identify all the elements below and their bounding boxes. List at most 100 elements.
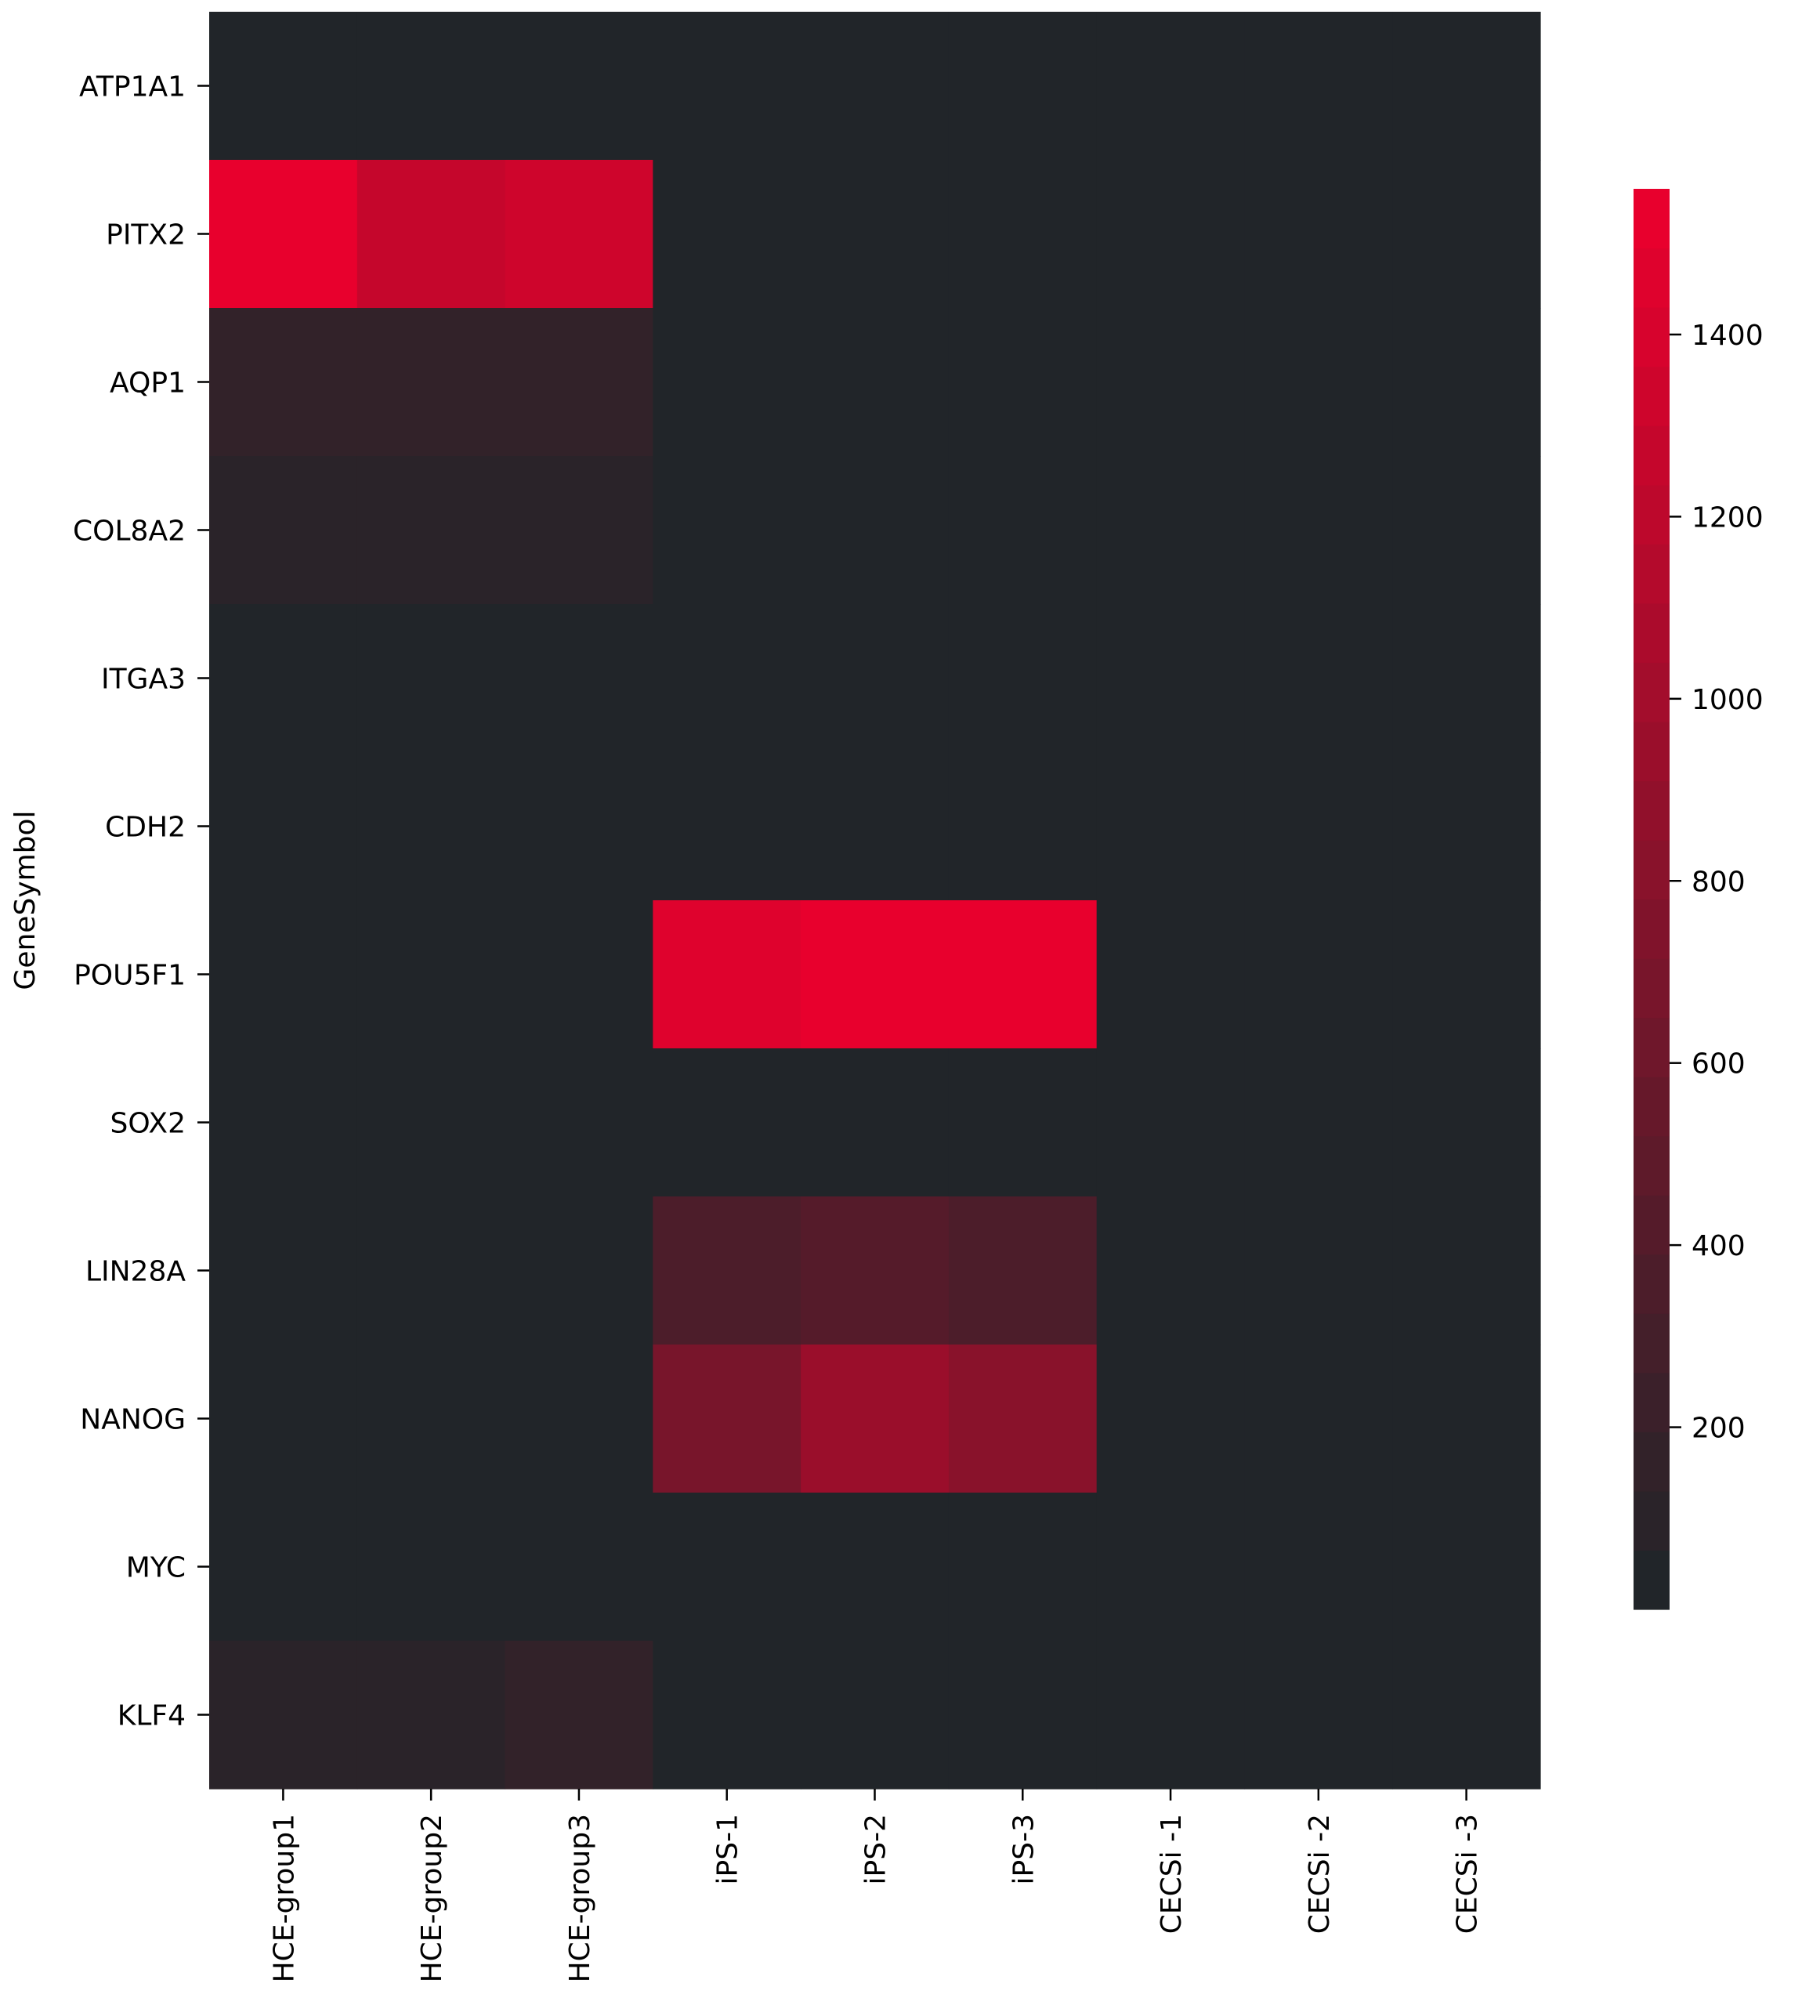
heatmap-cell [1244,604,1393,753]
heatmap-cell [948,308,1098,457]
heatmap-cell [653,1493,801,1641]
y-tick-label: SOX2 [110,1108,186,1140]
y-tick-label: POU5F1 [74,960,186,992]
heatmap-cell [801,752,950,901]
heatmap-cell [1244,308,1393,457]
heatmap-cell [209,308,358,457]
colorbar-tick-label: 800 [1692,866,1746,898]
heatmap-cell [948,12,1098,161]
heatmap-cell [1392,1196,1541,1345]
heatmap-cell [209,1048,358,1197]
heatmap-cell [653,752,801,901]
heatmap-cell [801,456,950,605]
heatmap-cell [1244,1345,1393,1493]
colorbar-band [1634,780,1670,841]
heatmap-cell [1096,160,1246,309]
colorbar-band [1634,1490,1670,1551]
heatmap-cell [356,604,506,753]
heatmap-cell [1244,752,1393,901]
heatmap-cell [1392,752,1541,901]
heatmap-cell [948,456,1098,605]
heatmap-cell [356,1493,506,1641]
heatmap-cell [1392,1641,1541,1790]
heatmap-cell [505,752,653,901]
heatmap-cell [1392,1048,1541,1197]
heatmap-cell [948,1196,1098,1345]
colorbar-tick-label: 600 [1692,1048,1746,1080]
x-tick-label: iPS-3 [1008,1814,1040,1884]
colorbar-band [1634,958,1670,1019]
heatmap-cell [1244,1196,1393,1345]
heatmap-cell [1392,160,1541,309]
heatmap-cell [801,1493,950,1641]
heatmap-cell [801,1345,950,1493]
heatmap-cell [653,1048,801,1197]
x-axis: HCE-group1 HCE-group2 HCE-group3 iPS-1 iPS-2… [268,1789,1484,1982]
heatmap-cell [1392,456,1541,605]
heatmap-cell [356,1641,506,1790]
heatmap-cell [948,1641,1098,1790]
heatmap-cell [1096,752,1246,901]
colorbar-tick-label: 1000 [1692,684,1764,716]
heatmap-cell [801,12,950,161]
heatmap-cell [505,1048,653,1197]
heatmap-cell [1244,456,1393,605]
heatmap-cell [653,1196,801,1345]
colorbar-band [1634,1372,1670,1432]
heatmap-cell [801,1196,950,1345]
heatmap-cell [801,1641,950,1790]
heatmap-cell [948,752,1098,901]
heatmap-cell [1096,456,1246,605]
heatmap-cell [209,1196,358,1345]
x-tick-label: CECSi -1 [1156,1814,1188,1934]
y-axis-label: GeneSymbol [9,810,42,990]
colorbar-band [1634,1077,1670,1137]
x-tick-label: iPS-1 [712,1814,744,1884]
heatmap-cell [1244,1048,1393,1197]
y-tick-label: NANOG [80,1404,186,1436]
colorbar-band [1634,839,1670,900]
heatmap-cell [1096,308,1246,457]
y-tick-label: CDH2 [105,812,186,844]
colorbar-band [1634,1254,1670,1314]
heatmap-cell [356,900,506,1049]
heatmap-cell [1392,1345,1541,1493]
heatmap-cell [356,1345,506,1493]
heatmap-cell [948,604,1098,753]
y-tick-label: AQP1 [110,367,186,400]
x-tick-label: HCE-group1 [268,1814,300,1982]
colorbar-tick-label: 1400 [1692,320,1764,352]
y-tick-label: KLF4 [118,1700,186,1732]
heatmap-cell [505,900,653,1049]
y-tick-label: ITGA3 [101,664,186,696]
heatmap-cell [653,456,801,605]
colorbar-band [1634,1431,1670,1492]
heatmap-cell [653,12,801,161]
heatmap-cells [209,12,1541,1790]
heatmap-cell [356,12,506,161]
heatmap-cell [653,604,801,753]
heatmap-cell [1096,900,1246,1049]
colorbar-band [1634,307,1670,367]
heatmap-cell [505,604,653,753]
colorbar: 200 400 600 800 1000 1200 1400 [1634,189,1764,1610]
heatmap-cell [1392,12,1541,161]
y-tick-label: LIN28A [85,1256,186,1288]
heatmap-cell [653,1345,801,1493]
heatmap-cell [653,160,801,309]
y-tick-label: COL8A2 [73,516,186,548]
heatmap-cell [356,1048,506,1197]
heatmap-cell [209,1641,358,1790]
heatmap-cell [209,604,358,753]
heatmap-cell [801,1048,950,1197]
colorbar-band [1634,189,1670,249]
heatmap-cell [1244,1641,1393,1790]
heatmap-cell [948,160,1098,309]
colorbar-band [1634,662,1670,722]
heatmap-cell [209,1345,358,1493]
colorbar-band [1634,1135,1670,1196]
y-tick-label: PITX2 [106,219,186,252]
heatmap-cell [356,456,506,605]
colorbar-band [1634,1017,1670,1077]
